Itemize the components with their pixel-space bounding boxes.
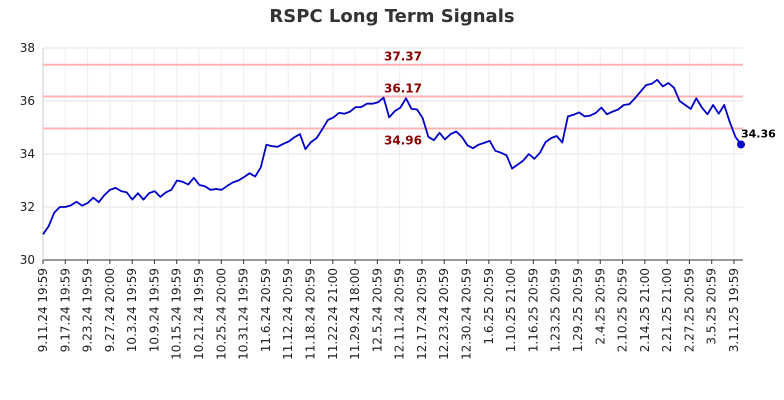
x-tick-label: 2.10.25 20:59 [616, 268, 630, 352]
chart-title: RSPC Long Term Signals [269, 6, 515, 27]
x-tick-label: 3.11.25 19:59 [727, 268, 741, 352]
x-tick-label: 10.9.24 19:59 [147, 268, 161, 352]
x-tick-label: 12.23.24 20:59 [437, 268, 451, 360]
x-tick-label: 2.21.25 21:00 [660, 268, 674, 352]
x-tick-label: 10.31.24 19:59 [237, 268, 251, 360]
x-tick-label: 9.23.24 19:59 [81, 268, 95, 352]
x-tick-label: 10.21.24 19:59 [192, 268, 206, 360]
x-tick-label: 12.5.24 20:59 [370, 268, 384, 352]
x-tick-label: 2.14.25 21:00 [638, 268, 652, 352]
x-tick-label: 10.25.24 20:00 [214, 268, 228, 360]
last-value-marker [737, 140, 745, 149]
reference-line-label: 36.17 [384, 81, 422, 95]
x-tick-label: 9.27.24 20:00 [103, 268, 117, 352]
last-value-label: 34.36 [741, 127, 776, 140]
x-tick-label: 2.4.25 20:59 [593, 268, 607, 345]
x-tick-label: 11.12.24 20:59 [281, 268, 295, 360]
reference-line-label: 34.96 [384, 134, 422, 148]
x-tick-label: 12.11.24 20:59 [393, 268, 407, 360]
price-line [42, 78, 742, 235]
x-tick-label: 12.17.24 20:59 [415, 268, 429, 360]
x-tick-label: 1.6.25 20:59 [482, 268, 496, 345]
x-tick-label: 1.16.25 20:59 [526, 268, 540, 352]
y-tick-label: 38 [20, 41, 35, 55]
y-tick-label: 32 [20, 200, 35, 214]
reference-line-label: 37.37 [384, 50, 422, 64]
y-tick-label: 36 [20, 94, 35, 108]
x-tick-label: 11.29.24 18:00 [348, 268, 362, 360]
x-tick-label: 11.6.24 20:59 [259, 268, 273, 352]
x-tick-label: 3.5.25 20:59 [705, 268, 719, 345]
x-tick-label: 1.23.25 20:59 [549, 268, 563, 352]
x-tick-label: 10.15.24 19:59 [170, 268, 184, 360]
x-tick-label: 10.3.24 19:59 [125, 268, 139, 352]
x-tick-label: 1.29.25 20:59 [571, 268, 585, 352]
x-tick-label: 9.11.24 19:59 [36, 268, 50, 352]
x-tick-label: 1.10.25 21:00 [504, 268, 518, 352]
y-tick-label: 30 [20, 253, 35, 267]
x-tick-label: 11.22.24 21:00 [326, 268, 340, 360]
y-tick-label: 34 [20, 147, 35, 161]
x-tick-label: 11.18.24 20:59 [303, 268, 317, 360]
x-tick-label: 2.27.25 20:59 [682, 268, 696, 352]
x-tick-label: 12.30.24 20:59 [460, 268, 474, 360]
x-tick-label: 9.17.24 19:59 [58, 268, 72, 352]
